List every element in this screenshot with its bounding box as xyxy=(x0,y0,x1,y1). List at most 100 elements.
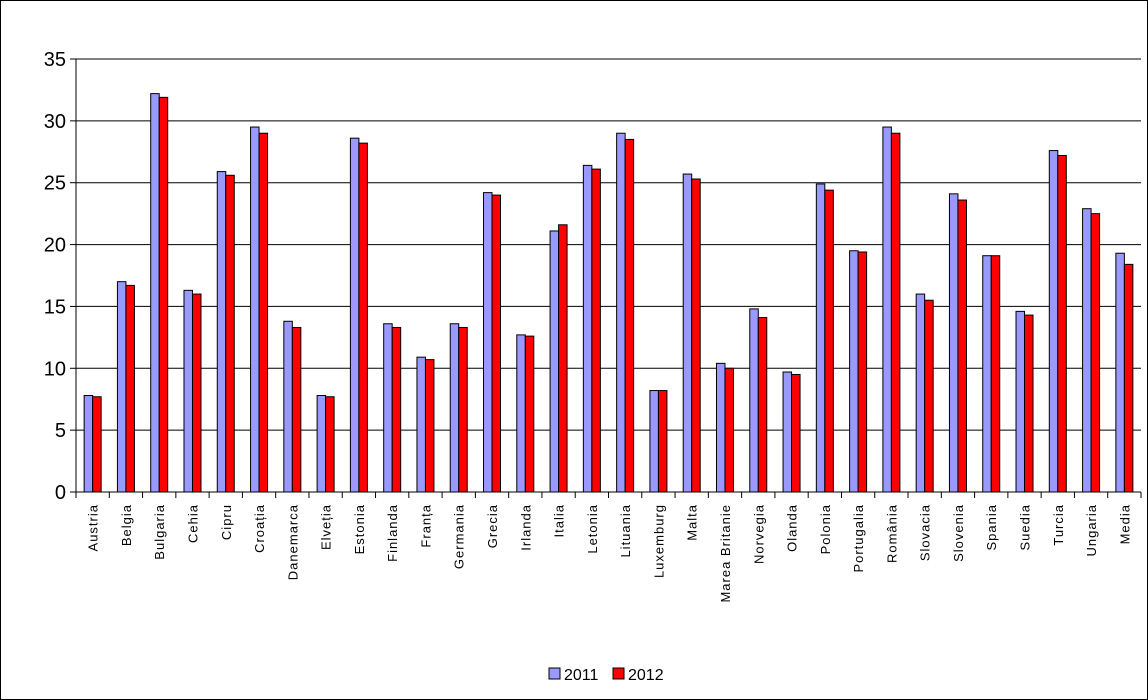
bar-2012-Media xyxy=(1123,263,1134,493)
bar-2011-Malta xyxy=(682,173,693,493)
bar-2011-Estonia xyxy=(349,137,360,493)
bar-2012-Malta xyxy=(691,178,701,493)
bar-2012-Cehia xyxy=(191,293,202,493)
bar-2012-Ungaria xyxy=(1090,213,1101,493)
bar-2012-Croația xyxy=(258,132,269,493)
x-tick-label: Malta xyxy=(685,504,700,541)
x-tick-label: Suedia xyxy=(1018,504,1033,550)
bar-2012-Franța xyxy=(424,359,435,493)
x-tick-label: Letonia xyxy=(585,504,600,554)
bar-2011-Cipru xyxy=(216,171,227,493)
bar-2011-Finlanda xyxy=(383,323,393,493)
bar-2012-Slovacia xyxy=(924,299,934,493)
x-tick-label: Grecia xyxy=(485,504,500,548)
bar-2012-Austria xyxy=(92,396,102,493)
bar-2012-Bulgaria xyxy=(158,96,169,493)
bar-2011-Irlanda xyxy=(516,334,526,493)
y-tick-label: 35 xyxy=(44,49,66,71)
bar-2012-Italia xyxy=(558,224,568,493)
x-tick-label: Polonia xyxy=(818,504,833,554)
x-tick-label: Elveția xyxy=(319,504,334,550)
x-tick-label: Slovacia xyxy=(918,504,933,561)
bar-2012-România xyxy=(890,132,901,493)
x-tick-label: Croația xyxy=(252,504,267,553)
x-tick-label: Germania xyxy=(452,504,467,569)
x-axis: Austria Belgia Bulgaria Cehia Cipru Croația Da… xyxy=(75,491,1142,603)
bar-2012-Estonia xyxy=(358,142,368,493)
bar-2011-Grecia xyxy=(483,192,493,493)
bar-2012-Cipru xyxy=(225,174,235,493)
x-tick-label: Spania xyxy=(984,504,999,550)
bar-2011-Belgia xyxy=(116,281,127,493)
y-tick-label: 5 xyxy=(55,420,66,442)
bar-2012-Norvegia xyxy=(757,317,768,493)
bar-2012-Irlanda xyxy=(524,335,535,493)
legend-label-2012: 2012 xyxy=(628,667,664,684)
x-tick-label: Norvegia xyxy=(751,504,766,564)
bar-2011-Turcia xyxy=(1048,150,1059,493)
bar-2012-Belgia xyxy=(125,284,135,493)
y-tick-label: 25 xyxy=(44,173,66,195)
bar-2011-Norvegia xyxy=(749,308,759,493)
legend-swatch-2011 xyxy=(548,667,561,680)
x-tick-label: Olanda xyxy=(785,504,800,552)
bar-2012-Polonia xyxy=(824,189,834,493)
x-tick-label: Bulgaria xyxy=(152,504,167,560)
bar-2011-Austria xyxy=(83,395,94,493)
bar-2012-Turcia xyxy=(1057,154,1067,493)
bar-2011-Italia xyxy=(549,230,560,493)
y-tick-label: 10 xyxy=(44,358,66,380)
bar-2012-Portugalia xyxy=(857,251,868,493)
y-tick-label: 0 xyxy=(55,482,66,504)
bar-2011-Ungaria xyxy=(1082,208,1092,493)
bar-2011-Marea Britanie xyxy=(715,362,726,493)
bar-2011-Media xyxy=(1115,252,1125,493)
legend-label-2011: 2011 xyxy=(564,667,599,684)
x-tick-label: Lituania xyxy=(618,504,633,558)
y-tick-label: 20 xyxy=(44,235,66,257)
x-tick-label: Irlanda xyxy=(518,504,533,551)
bar-2012-Marea Britanie xyxy=(724,367,734,493)
bar-2011-Polonia xyxy=(815,183,826,493)
bars xyxy=(83,93,1134,493)
x-tick-label: Finlanda xyxy=(385,504,400,562)
bar-2011-Bulgaria xyxy=(150,93,160,493)
bar-2012-Lituania xyxy=(624,138,635,493)
bar-2011-Luxemburg xyxy=(649,390,659,493)
bar-2011-Germania xyxy=(449,323,460,493)
bar-2011-România xyxy=(882,126,892,493)
legend-swatch-2012 xyxy=(612,667,625,680)
x-tick-label: Belgia xyxy=(119,504,134,546)
bar-2011-Lituania xyxy=(616,132,626,493)
bar-2012-Danemarca xyxy=(291,326,302,493)
bar-2011-Danemarca xyxy=(283,320,293,493)
bar-2012-Finlanda xyxy=(391,326,402,493)
gridlines xyxy=(76,58,1141,431)
x-tick-label: Cehia xyxy=(185,504,200,543)
x-tick-label: Estonia xyxy=(352,504,367,554)
bar-2011-Olanda xyxy=(782,371,793,493)
bar-2012-Grecia xyxy=(491,194,502,493)
bar-2012-Suedia xyxy=(1024,314,1034,493)
bar-2011-Slovenia xyxy=(948,193,959,493)
y-tick-label: 15 xyxy=(44,296,66,318)
x-tick-label: Portugalia xyxy=(851,504,866,573)
y-tick-label: 30 xyxy=(44,111,66,133)
bar-2012-Letonia xyxy=(591,168,601,493)
bar-2011-Croația xyxy=(250,126,260,493)
x-tick-label: Franța xyxy=(418,504,433,548)
bar-2011-Letonia xyxy=(582,164,593,493)
x-tick-label: Luxemburg xyxy=(651,504,666,578)
x-tick-label: Ungaria xyxy=(1084,504,1099,557)
legend: 2011 2012 xyxy=(548,667,664,684)
bar-2012-Luxemburg xyxy=(657,390,668,493)
x-tick-label: Marea Britanie xyxy=(718,504,733,603)
bar-2012-Spania xyxy=(990,255,1001,493)
x-tick-label: Media xyxy=(1117,504,1132,544)
x-tick-label: Slovenia xyxy=(951,504,966,562)
bar-2011-Slovacia xyxy=(915,293,926,493)
bar-2012-Olanda xyxy=(791,373,801,493)
x-tick-label: Danemarca xyxy=(285,504,300,580)
